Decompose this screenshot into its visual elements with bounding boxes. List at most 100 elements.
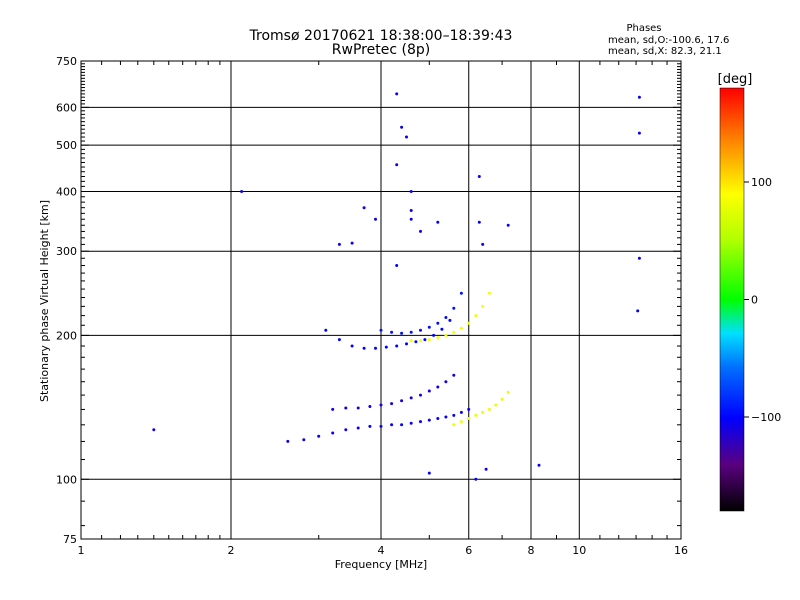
y-axis-label: Stationary phase Virtual Height [km] bbox=[38, 200, 51, 402]
data-point bbox=[419, 229, 422, 233]
data-point bbox=[331, 431, 335, 435]
data-point bbox=[474, 314, 478, 318]
data-point bbox=[474, 477, 478, 481]
data-point bbox=[481, 304, 485, 308]
data-point bbox=[444, 380, 448, 384]
data-point bbox=[484, 467, 488, 471]
data-point bbox=[637, 95, 641, 99]
colorbar: [deg] −100 0 100 bbox=[718, 72, 781, 512]
data-point bbox=[390, 330, 394, 334]
data-point bbox=[374, 217, 377, 221]
data-point bbox=[452, 423, 456, 427]
data-point bbox=[302, 438, 306, 442]
data-point bbox=[436, 220, 440, 224]
data-point bbox=[344, 428, 348, 432]
data-point bbox=[436, 385, 440, 389]
data-point bbox=[477, 220, 481, 224]
stats-o-line: mean, sd,O:-100.6, 17.6 bbox=[608, 35, 729, 46]
data-point bbox=[405, 135, 408, 139]
data-point bbox=[419, 420, 422, 424]
plot-frame bbox=[80, 60, 682, 540]
data-point bbox=[427, 338, 431, 342]
data-point bbox=[419, 328, 422, 332]
y-tick-label: 100 bbox=[56, 473, 77, 486]
stats-x-line: mean, sd,X: 82.3, 21.1 bbox=[608, 46, 722, 57]
colorbar-tick-label: −100 bbox=[751, 411, 781, 424]
data-point bbox=[444, 316, 448, 319]
data-point bbox=[409, 209, 413, 212]
y-tick-label: 300 bbox=[56, 245, 77, 258]
chart-title-line2: RwPretec (8p) bbox=[332, 42, 430, 58]
data-point bbox=[409, 330, 413, 334]
data-point bbox=[427, 389, 431, 393]
x-tick-label: 16 bbox=[674, 544, 688, 557]
data-point bbox=[459, 420, 463, 424]
data-point bbox=[427, 418, 431, 422]
x-tick-label: 10 bbox=[572, 544, 586, 557]
data-point bbox=[409, 396, 413, 400]
data-point bbox=[356, 406, 360, 410]
x-axis-label: Frequency [MHz] bbox=[335, 558, 427, 571]
data-point bbox=[374, 346, 377, 350]
x-tick-label: 2 bbox=[228, 544, 235, 557]
data-point bbox=[362, 206, 366, 210]
x-tick-label: 1 bbox=[78, 544, 85, 557]
data-point bbox=[286, 439, 290, 443]
data-point bbox=[400, 399, 404, 403]
y-tick-label: 400 bbox=[56, 185, 77, 198]
data-point bbox=[440, 327, 444, 331]
data-point bbox=[637, 131, 641, 135]
data-point bbox=[240, 190, 244, 193]
data-point bbox=[379, 328, 383, 332]
data-point bbox=[537, 463, 541, 467]
data-point bbox=[409, 339, 413, 343]
data-point bbox=[395, 264, 399, 267]
data-point bbox=[636, 309, 640, 313]
data-point bbox=[506, 223, 510, 227]
data-point bbox=[427, 471, 431, 475]
data-point bbox=[432, 333, 436, 337]
data-point bbox=[467, 417, 471, 420]
data-point bbox=[487, 407, 491, 411]
x-tick-label: 6 bbox=[465, 544, 472, 557]
data-point bbox=[368, 424, 372, 428]
data-point bbox=[350, 241, 354, 245]
data-point bbox=[368, 405, 372, 408]
data-point bbox=[400, 331, 404, 335]
data-point bbox=[384, 345, 388, 349]
data-point bbox=[436, 417, 440, 420]
data-point bbox=[395, 344, 399, 348]
data-point bbox=[390, 423, 394, 427]
data-point bbox=[637, 256, 641, 260]
data-point bbox=[444, 333, 448, 337]
data-point bbox=[506, 390, 510, 394]
data-point bbox=[477, 175, 481, 178]
colorbar-label: [deg] bbox=[718, 72, 753, 87]
data-point bbox=[379, 424, 383, 428]
data-point bbox=[400, 423, 404, 427]
data-point bbox=[419, 339, 422, 343]
data-point bbox=[481, 242, 485, 246]
data-point bbox=[459, 410, 463, 414]
y-tick-label: 750 bbox=[56, 55, 77, 68]
data-point bbox=[337, 338, 341, 342]
data-point bbox=[152, 428, 156, 432]
data-point bbox=[409, 190, 413, 193]
data-point bbox=[467, 321, 471, 325]
y-tick-label: 200 bbox=[56, 329, 77, 342]
data-point bbox=[409, 217, 413, 221]
data-point bbox=[395, 163, 399, 167]
data-point bbox=[419, 393, 422, 397]
plot-area: 1 2 4 6 8 10 16 75 100 200 300 400 500 600 750 bbox=[56, 55, 688, 557]
data-point bbox=[459, 326, 463, 330]
data-point bbox=[337, 242, 341, 246]
data-point bbox=[481, 410, 485, 414]
data-point bbox=[350, 344, 354, 348]
data-point bbox=[400, 125, 404, 129]
data-point bbox=[317, 434, 321, 438]
data-point bbox=[494, 403, 498, 407]
data-point bbox=[448, 318, 452, 322]
data-point bbox=[487, 291, 491, 295]
data-point bbox=[474, 413, 478, 417]
stats-heading: Phases bbox=[626, 23, 661, 34]
